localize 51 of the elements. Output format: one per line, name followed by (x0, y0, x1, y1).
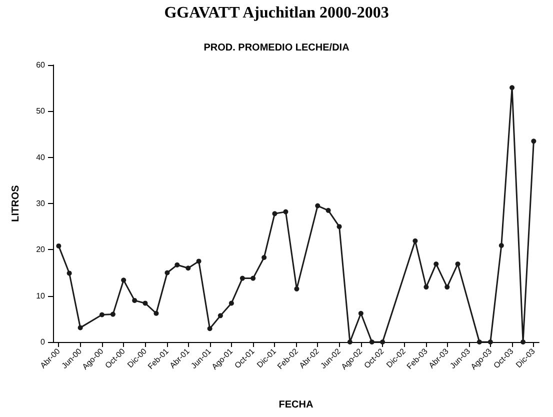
point (347, 340, 352, 344)
chart-subtitle: PROD. PROMEDIO LECHE/DIA (204, 42, 350, 54)
point (174, 262, 180, 268)
point (498, 243, 504, 248)
y-tick-label: 20 (36, 245, 46, 254)
point (283, 209, 288, 214)
point (240, 276, 245, 281)
y-tick-label: 60 (36, 60, 46, 70)
point (272, 211, 278, 216)
point (262, 255, 267, 260)
chart-title: GGAVATT Ajuchitlan 2000-2003 (164, 4, 389, 22)
point (250, 276, 256, 281)
point (520, 340, 526, 344)
point (424, 284, 429, 290)
point (294, 286, 300, 292)
point (207, 326, 212, 332)
point (196, 258, 202, 264)
point (110, 312, 116, 317)
point (369, 340, 374, 344)
point (444, 284, 450, 290)
y-tick-label: 30 (36, 199, 46, 208)
x-axis-title: FECHA (278, 400, 314, 410)
point (488, 340, 493, 344)
point (121, 278, 126, 283)
y-tick-label: 0 (40, 338, 46, 346)
point (186, 266, 191, 271)
y-tick-label: 50 (36, 106, 46, 116)
point (142, 300, 148, 306)
point (99, 312, 104, 318)
point (132, 298, 138, 303)
point (510, 85, 515, 90)
point (531, 138, 536, 144)
point (412, 238, 418, 244)
point (218, 313, 223, 318)
point (326, 208, 331, 213)
y-axis-title: LITROS (10, 184, 22, 222)
point (380, 340, 386, 344)
y-tick-label: 40 (36, 152, 46, 162)
point (56, 243, 62, 248)
point (154, 310, 159, 316)
point (315, 203, 320, 208)
point (66, 270, 72, 276)
point (434, 261, 439, 266)
point (164, 270, 170, 276)
point (78, 325, 83, 330)
point (358, 310, 364, 316)
point (455, 261, 460, 266)
point (476, 340, 482, 344)
y-tick-label: 10 (36, 291, 46, 300)
point (336, 224, 342, 230)
point (228, 300, 234, 306)
